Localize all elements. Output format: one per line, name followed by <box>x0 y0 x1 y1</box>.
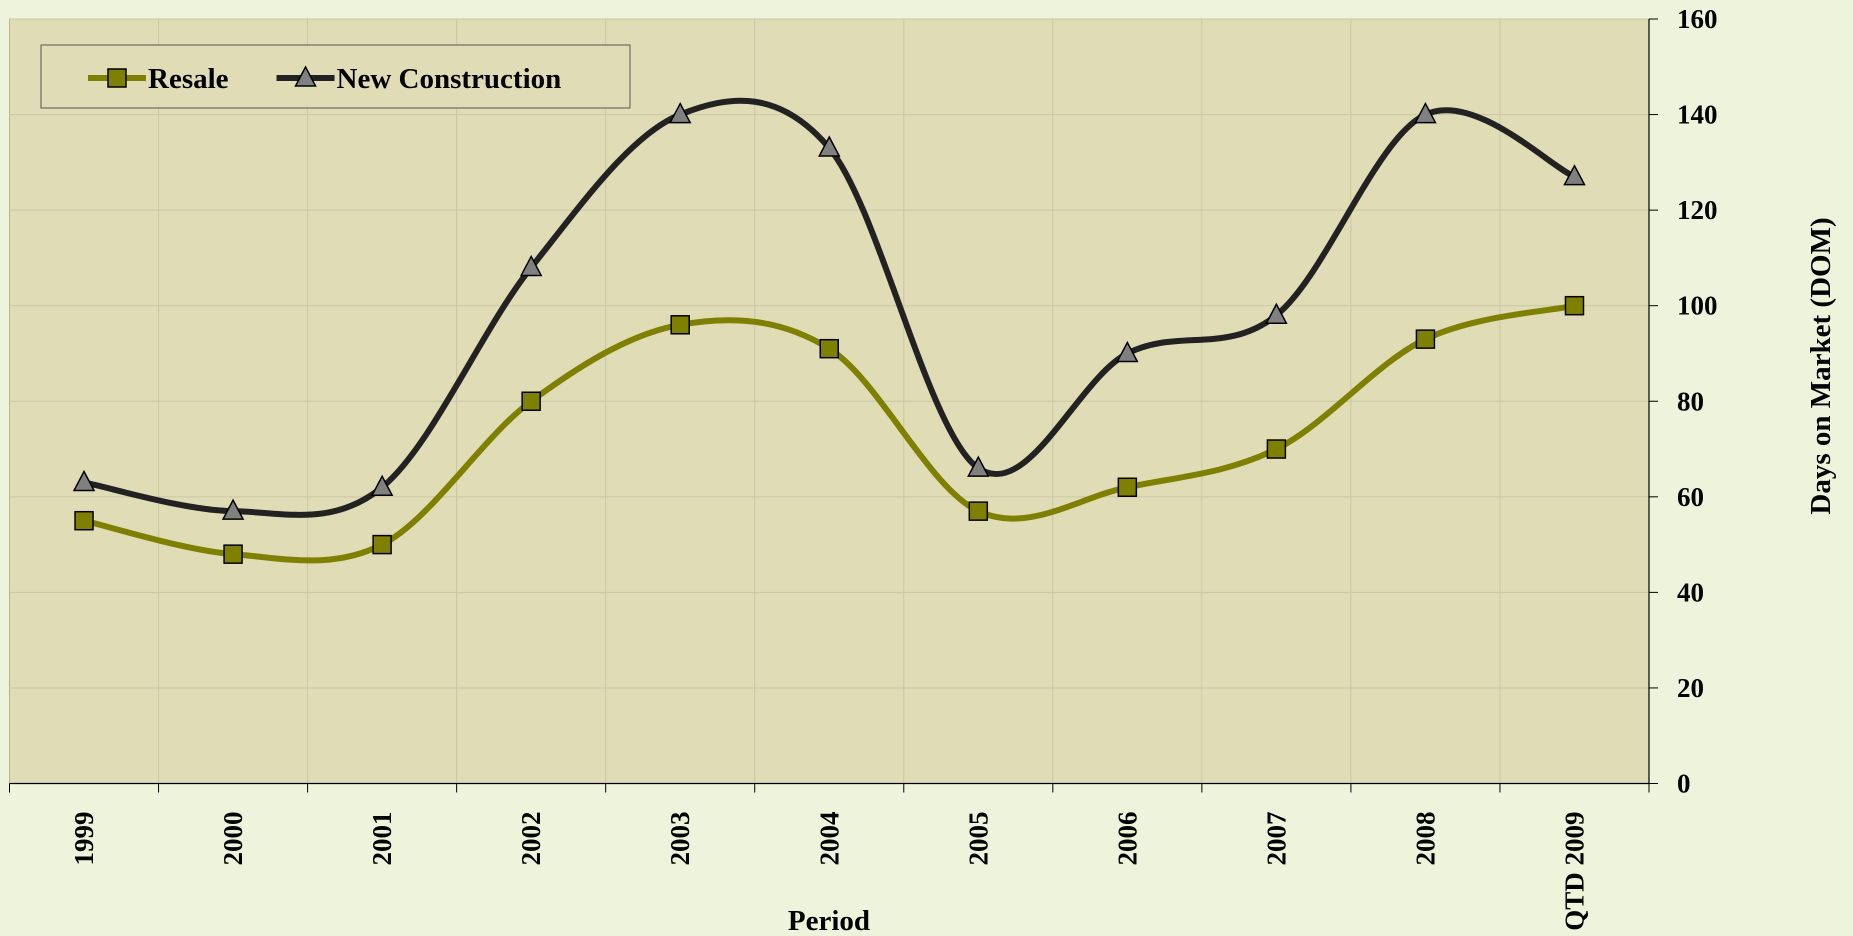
legend: Resale New Construction <box>88 63 561 95</box>
marker <box>818 135 841 157</box>
marker <box>107 68 127 88</box>
x-tick-label: 2004 <box>814 812 844 866</box>
marker <box>521 391 541 411</box>
marker <box>967 455 990 477</box>
x-tick-label: QTD 2009 <box>1559 812 1589 931</box>
marker <box>670 315 690 335</box>
legend-label: New Construction <box>337 63 562 95</box>
marker <box>1265 302 1288 324</box>
x-tick-label: 2006 <box>1112 812 1142 866</box>
series-layer <box>72 97 1586 564</box>
y-tick-label: 20 <box>1677 673 1704 703</box>
marker <box>1414 101 1437 124</box>
y-tick-label: 100 <box>1677 291 1718 321</box>
marker <box>294 65 317 87</box>
y-tick-label: 140 <box>1677 100 1718 130</box>
x-tick-label: 2007 <box>1261 812 1291 866</box>
x-axis-title: Period <box>788 905 870 936</box>
marker <box>1266 439 1287 459</box>
x-tick-label: 2003 <box>665 812 695 866</box>
marker <box>370 474 394 497</box>
y-tick-label: 40 <box>1677 577 1704 607</box>
x-tick-label: 2000 <box>218 812 248 866</box>
y-tick-label: 0 <box>1677 769 1691 799</box>
y-axis-title: Days on Market (DOM) <box>1805 217 1837 514</box>
marker <box>668 101 692 124</box>
legend-label: Resale <box>148 63 229 95</box>
y-tick-label: 160 <box>1677 4 1718 34</box>
x-tick-label: 2002 <box>516 812 546 866</box>
marker <box>1415 329 1436 349</box>
marker <box>519 254 543 277</box>
marker <box>1564 295 1585 316</box>
y-tick-label: 60 <box>1677 482 1704 512</box>
y-tick-label: 80 <box>1677 386 1704 416</box>
marker <box>221 498 245 520</box>
y-tick-label: 120 <box>1677 195 1718 225</box>
x-tick-label: 2005 <box>963 812 993 866</box>
x-tick-label: 2008 <box>1410 812 1440 866</box>
marker <box>1563 164 1586 186</box>
x-tick-label: 2001 <box>367 812 397 866</box>
marker <box>372 534 392 555</box>
marker <box>1116 340 1139 363</box>
x-tick-label: 1999 <box>69 812 99 866</box>
marker <box>819 338 839 359</box>
marker <box>72 469 96 492</box>
marker <box>223 544 243 564</box>
marker <box>1117 477 1138 498</box>
grid: 0 20 40 60 80 100 120 140 160 1999 2000 2001 2002 200… <box>9 4 1718 931</box>
marker <box>74 510 94 531</box>
marker <box>968 501 989 521</box>
